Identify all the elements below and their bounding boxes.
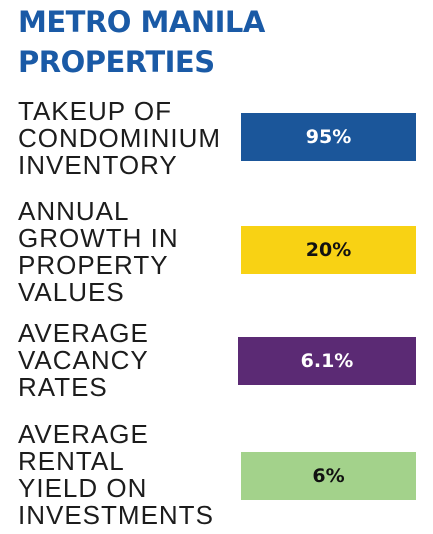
stat-label-line: GROWTH IN	[18, 223, 179, 253]
stat-label-rental-yield: AVERAGE RENTAL YIELD ON INVESTMENTS	[18, 421, 214, 529]
stat-bar-rental-yield: 6%	[241, 452, 416, 500]
stat-label-line: VALUES	[18, 277, 125, 307]
title-line-1: METRO MANILA	[18, 5, 265, 39]
stat-label-line: INVENTORY	[18, 150, 178, 180]
stat-label-line: RENTAL	[18, 446, 125, 476]
stat-bar-condominium-takeup: 95%	[241, 113, 416, 161]
stat-label-line: PROPERTY	[18, 250, 169, 280]
page-title: METRO MANILA PROPERTIES	[18, 2, 428, 82]
stat-bar-property-growth: 20%	[241, 226, 416, 274]
stat-label-line: AVERAGE	[18, 318, 149, 348]
stat-label-line: VACANCY	[18, 345, 149, 375]
stat-label-line: CONDOMINIUM	[18, 123, 222, 153]
stat-label-line: AVERAGE	[18, 419, 149, 449]
stat-label-line: ANNUAL	[18, 196, 130, 226]
stat-label-line: YIELD ON	[18, 473, 148, 503]
stat-bar-vacancy-rates: 6.1%	[238, 337, 416, 385]
stat-label-line: INVESTMENTS	[18, 500, 214, 530]
stat-label-property-growth: ANNUAL GROWTH IN PROPERTY VALUES	[18, 198, 179, 306]
stat-value: 6%	[312, 465, 345, 487]
stat-label-line: TAKEUP OF	[18, 96, 172, 126]
stat-label-condominium-takeup: TAKEUP OF CONDOMINIUM INVENTORY	[18, 98, 221, 179]
title-line-2: PROPERTIES	[18, 45, 215, 79]
stat-label-line: RATES	[18, 372, 108, 402]
stat-value: 95%	[305, 126, 352, 148]
stat-value: 20%	[305, 239, 352, 261]
stat-value: 6.1%	[300, 350, 354, 372]
stat-label-vacancy-rates: AVERAGE VACANCY RATES	[18, 320, 149, 401]
